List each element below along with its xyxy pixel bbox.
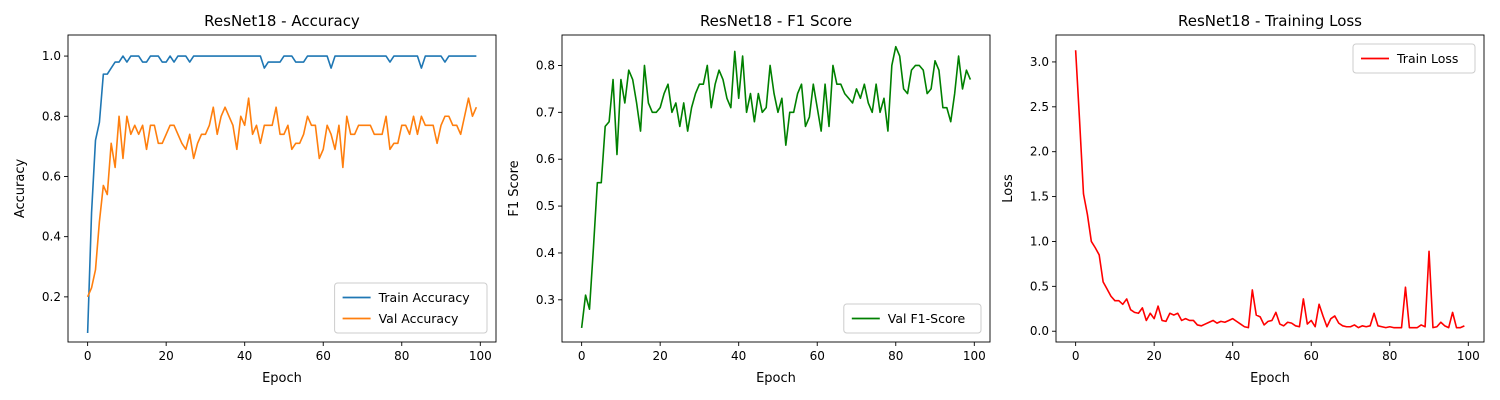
x-axis-label: Epoch — [756, 371, 796, 386]
series-line-train-loss — [1074, 50, 1465, 329]
y-tick-label: 0.0 — [1030, 324, 1049, 338]
x-tick-label: 100 — [963, 349, 986, 363]
y-tick-label: 0.4 — [536, 246, 555, 260]
chart-panel-1: ResNet18 - Accuracy 0 20 40 60 80 100 0.2 0.4 0.6… — [13, 12, 497, 386]
legend-label: Train Accuracy — [378, 290, 471, 305]
x-axis-label: Epoch — [1250, 371, 1290, 386]
x-tick-label: 100 — [469, 349, 492, 363]
x-tick-label: 60 — [1304, 349, 1319, 363]
y-tick-label: 1.0 — [42, 49, 61, 63]
legend: Val F1-Score — [843, 303, 982, 334]
chart-panel-3: ResNet18 - Training Loss 0 20 40 60 80 100 0.0 0… — [1001, 12, 1485, 386]
legend-box — [334, 282, 488, 334]
x-tick-label: 80 — [394, 349, 409, 363]
legend-box — [1352, 43, 1476, 74]
y-tick-label: 0.4 — [42, 230, 61, 244]
legend-label: Val Accuracy — [379, 311, 459, 326]
x-tick-label: 80 — [888, 349, 903, 363]
plot-frame — [1055, 34, 1485, 343]
legend-label: Train Loss — [1396, 51, 1458, 66]
y-axis-label: F1 Score — [507, 160, 522, 216]
x-tick-label: 20 — [159, 349, 174, 363]
x-tick-label: 40 — [1225, 349, 1240, 363]
x-axis-label: Epoch — [262, 371, 302, 386]
x-tick-label: 60 — [316, 349, 331, 363]
x-tick-label: 100 — [1457, 349, 1480, 363]
x-tick-label: 60 — [810, 349, 825, 363]
legend-label: Val F1-Score — [888, 311, 966, 326]
series-line-val-f1-score — [580, 45, 972, 329]
y-tick-label: 0.6 — [536, 152, 555, 166]
y-tick-label: 0.2 — [42, 290, 61, 304]
y-tick-label: 0.7 — [536, 105, 555, 119]
x-tick-label: 40 — [237, 349, 252, 363]
y-tick-label: 1.0 — [1030, 234, 1049, 248]
chart-panel-2: ResNet18 - F1 Score 0 20 40 60 80 100 0.3 0.4 0.5… — [507, 12, 991, 386]
y-tick-label: 3.0 — [1030, 55, 1049, 69]
y-tick-label: 0.5 — [1030, 279, 1049, 293]
series-line-val-accuracy — [86, 97, 478, 298]
x-tick-label: 0 — [84, 349, 92, 363]
y-axis-label: Loss — [1001, 174, 1016, 203]
chart-title: ResNet18 - Training Loss — [1178, 12, 1362, 30]
x-tick-label: 80 — [1382, 349, 1397, 363]
y-tick-label: 0.8 — [42, 109, 61, 123]
x-tick-label: 20 — [1147, 349, 1162, 363]
y-tick-label: 2.5 — [1030, 100, 1049, 114]
y-axis-label: Accuracy — [13, 159, 28, 219]
y-tick-label: 0.3 — [536, 293, 555, 307]
series-line-train-accuracy — [86, 55, 477, 333]
x-tick-label: 0 — [578, 349, 586, 363]
y-tick-label: 1.5 — [1030, 190, 1049, 204]
chart-title: ResNet18 - F1 Score — [700, 12, 852, 30]
y-tick-label: 0.8 — [536, 58, 555, 72]
x-tick-label: 40 — [731, 349, 746, 363]
plot-frame — [67, 34, 497, 343]
y-tick-label: 2.0 — [1030, 145, 1049, 159]
plot-frame — [561, 34, 991, 343]
y-tick-label: 0.6 — [42, 169, 61, 183]
y-tick-label: 0.5 — [536, 199, 555, 213]
legend-box — [843, 303, 982, 334]
x-tick-label: 20 — [653, 349, 668, 363]
x-tick-label: 0 — [1072, 349, 1080, 363]
chart-title: ResNet18 - Accuracy — [204, 12, 360, 30]
legend: Train Loss — [1352, 43, 1476, 74]
legend: Train Accuracy Val Accuracy — [334, 282, 488, 334]
